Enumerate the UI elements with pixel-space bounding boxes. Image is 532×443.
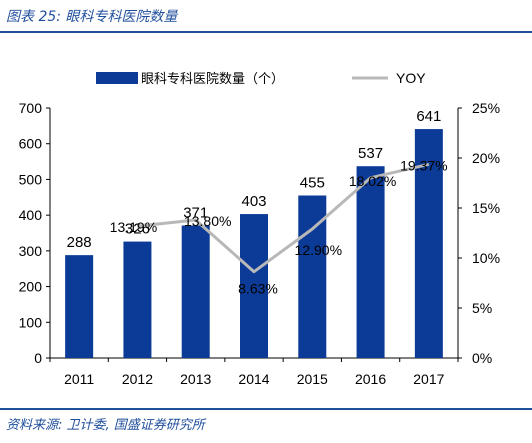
x-tick-label: 2014 (238, 371, 269, 387)
source-rule (0, 408, 532, 410)
right-tick-label: 25% (472, 100, 500, 116)
x-tick-label: 2013 (180, 371, 211, 387)
bar-value-label: 455 (300, 175, 325, 192)
bar-value-label: 288 (67, 234, 92, 251)
left-tick-label: 700 (19, 100, 43, 116)
legend-bar-swatch (96, 72, 138, 84)
yoy-value-label: 13.80% (184, 213, 231, 229)
bar-value-label: 641 (416, 108, 441, 125)
left-tick-label: 500 (19, 171, 43, 187)
right-tick-label: 20% (472, 150, 500, 166)
bar (65, 255, 94, 358)
legend-bar-label: 眼科专科医院数量（个） (141, 71, 284, 86)
yoy-value-label: 19.37% (400, 157, 447, 173)
x-tick-label: 2015 (297, 371, 328, 387)
left-tick-label: 100 (19, 314, 43, 330)
yoy-value-label: 12.90% (295, 242, 342, 258)
right-tick-label: 5% (472, 300, 492, 316)
title-rule (0, 31, 532, 33)
figure-title: 图表 25: 眼科专科医院数量 (6, 9, 178, 25)
bar (240, 214, 268, 358)
x-tick-label: 2017 (413, 371, 444, 387)
right-tick-label: 0% (472, 350, 492, 366)
yoy-value-label: 13.19% (110, 219, 157, 235)
bar-value-label: 537 (358, 145, 383, 162)
left-tick-label: 0 (34, 350, 42, 366)
left-tick-label: 300 (19, 243, 43, 259)
bar (123, 241, 152, 358)
left-tick-label: 200 (19, 279, 43, 295)
right-tick-label: 15% (472, 200, 500, 216)
bar (181, 225, 210, 358)
x-tick-label: 2016 (355, 371, 386, 387)
left-tick-label: 400 (19, 207, 43, 223)
bar-value-label: 371 (183, 205, 208, 222)
bar (356, 166, 385, 358)
right-tick-label: 10% (472, 250, 500, 266)
x-tick-label: 2011 (64, 371, 94, 387)
x-tick-label: 2012 (122, 371, 153, 387)
bar-value-label: 403 (241, 193, 266, 210)
left-tick-label: 600 (19, 136, 43, 152)
source-note: 资料来源: 卫计委, 国盛证券研究所 (6, 418, 205, 433)
yoy-line (137, 162, 430, 274)
legend-line-label: YOY (396, 70, 426, 86)
yoy-value-label: 18.02% (349, 173, 396, 189)
yoy-value-label: 8.63% (238, 281, 278, 297)
